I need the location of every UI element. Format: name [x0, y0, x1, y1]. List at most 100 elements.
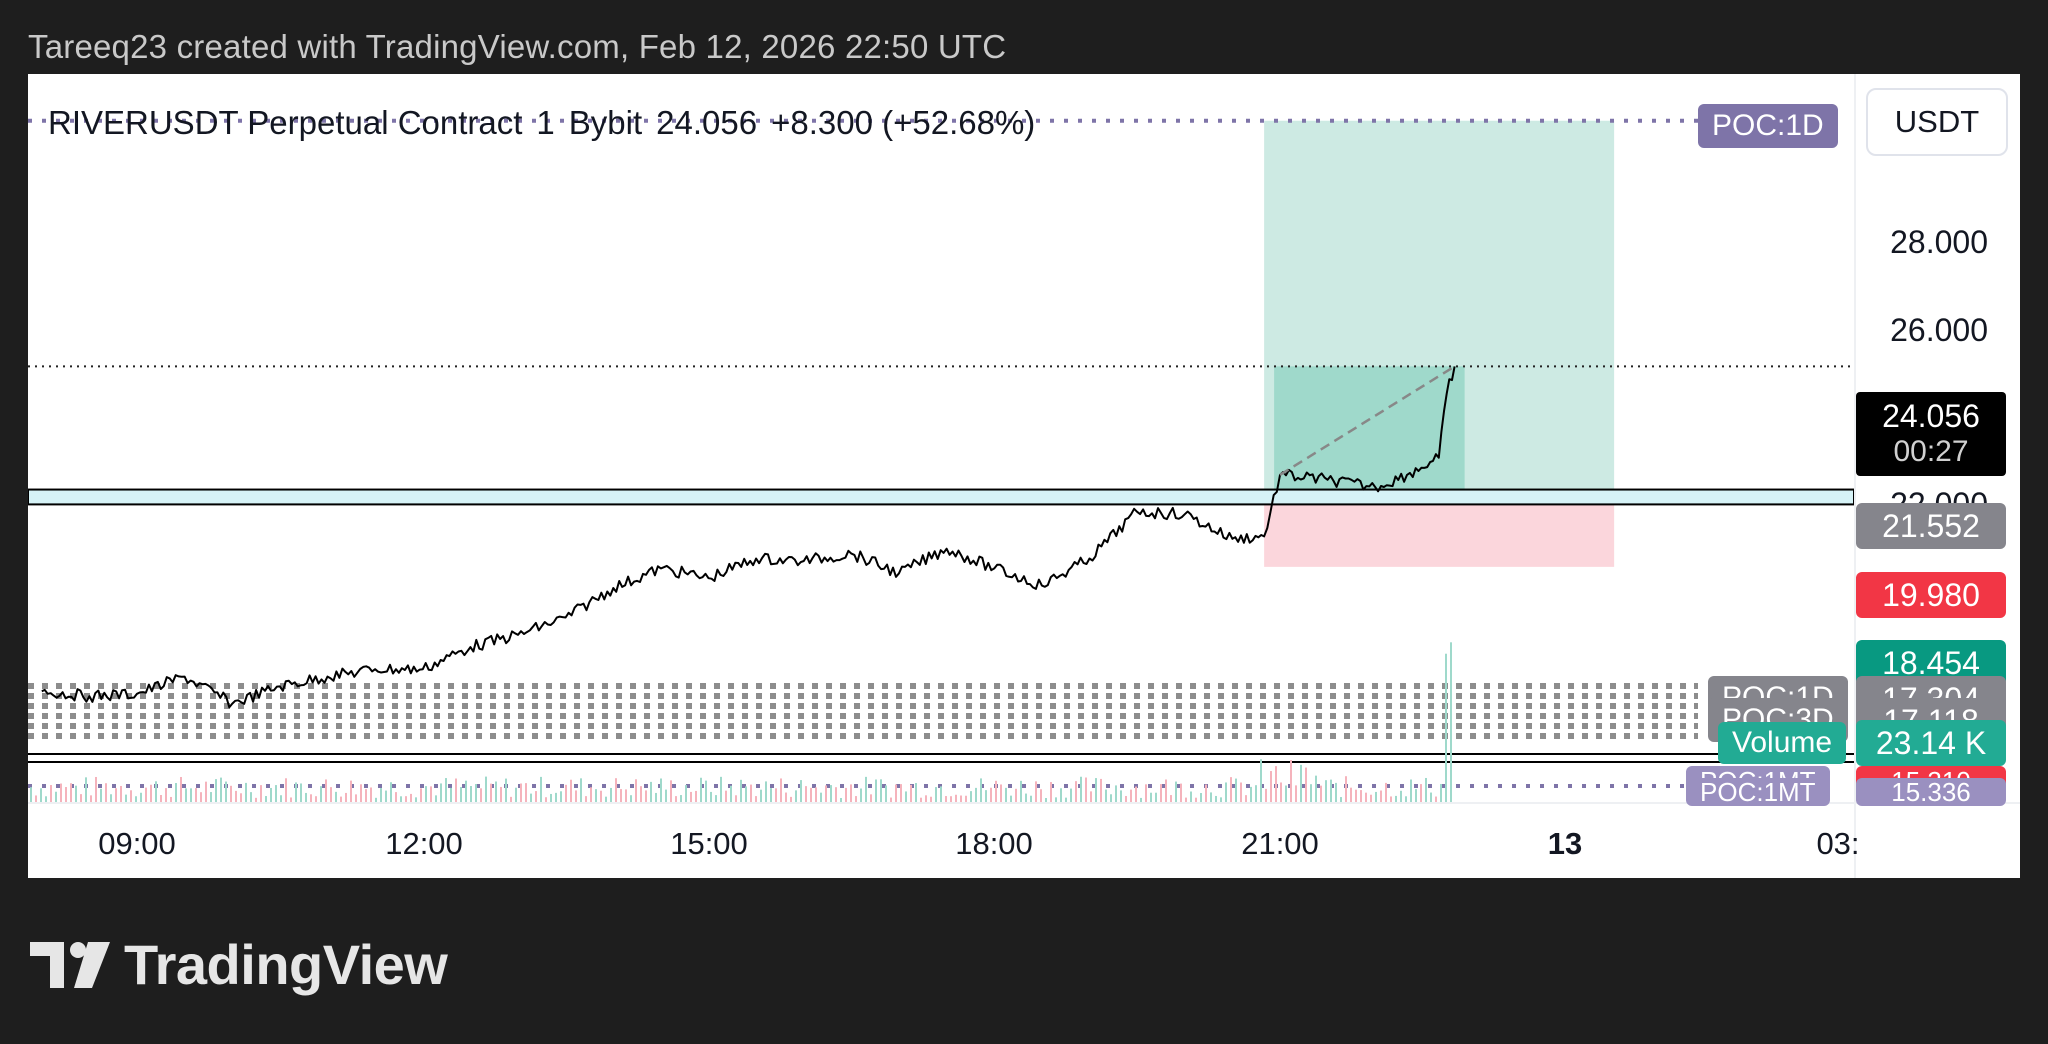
symbol-price: 24.056	[656, 104, 758, 141]
volume-bar	[840, 797, 842, 802]
volume-bar	[515, 787, 517, 802]
volume-bar	[990, 787, 992, 802]
volume-bar	[715, 795, 717, 802]
volume-bar	[235, 790, 237, 802]
volume-bar	[490, 783, 492, 802]
volume-bar	[530, 793, 532, 802]
volume-bar	[1220, 797, 1222, 802]
volume-bar	[535, 791, 537, 802]
symbol-exchange: Bybit	[568, 104, 643, 141]
volume-bar	[645, 790, 647, 802]
volume-bar	[405, 796, 407, 802]
volume-bar	[1345, 776, 1347, 802]
volume-bar	[1200, 793, 1202, 802]
volume-bar	[300, 783, 302, 802]
volume-bar	[610, 787, 612, 802]
volume-bar	[1265, 788, 1267, 802]
volume-bar	[1130, 789, 1132, 802]
volume-bar	[950, 796, 952, 802]
volume-bar	[910, 784, 912, 802]
volume-bar	[785, 792, 787, 802]
volume-bar	[890, 797, 892, 802]
volume-bar	[1420, 784, 1422, 802]
volume-bar	[1295, 785, 1297, 802]
poc-1mt-tag-b: POC:1MT	[1686, 777, 1830, 807]
chart-panel[interactable]: RIVERUSDT Perpetual Contract 1 Bybit 24.056…	[28, 74, 2020, 878]
volume-bar	[795, 790, 797, 802]
volume-bar	[45, 796, 47, 802]
volume-bar	[595, 789, 597, 802]
price-chart[interactable]	[28, 74, 2020, 878]
volume-bar	[110, 794, 112, 802]
volume-bar	[1360, 790, 1362, 802]
volume-bar	[415, 797, 417, 802]
volume-bar	[1405, 796, 1407, 802]
volume-bar	[675, 796, 677, 802]
volume-bar	[575, 790, 577, 802]
volume-bar	[670, 780, 672, 802]
volume-bar	[1095, 778, 1097, 802]
volume-bar	[1450, 642, 1452, 802]
volume-bar	[265, 796, 267, 802]
currency-button[interactable]: USDT	[1866, 88, 2008, 156]
volume-bar	[620, 789, 622, 802]
symbol-legend[interactable]: RIVERUSDT Perpetual Contract 1 Bybit 24.056…	[48, 104, 1049, 142]
volume-bar	[105, 783, 107, 802]
volume-bar	[115, 788, 117, 802]
volume-bar	[445, 778, 447, 802]
volume-bar	[1175, 781, 1177, 802]
volume-bar	[320, 786, 322, 802]
volume-bar	[1255, 785, 1257, 802]
volume-bar	[510, 796, 512, 802]
volume-bar	[865, 776, 867, 802]
volume-bar	[1375, 791, 1377, 802]
volume-bar	[825, 785, 827, 802]
volume-bar	[1395, 795, 1397, 802]
volume-bar	[850, 784, 852, 802]
volume-bar	[475, 784, 477, 802]
volume-bar	[1355, 789, 1357, 802]
volume-bar	[520, 783, 522, 802]
volume-bar	[340, 796, 342, 802]
volume-bar	[1445, 653, 1447, 802]
volume-bar	[770, 788, 772, 802]
volume-bar	[275, 785, 277, 802]
volume-bar	[1110, 794, 1112, 802]
volume-bar	[920, 797, 922, 802]
volume-bar	[460, 787, 462, 802]
volume-bar	[1365, 792, 1367, 802]
volume-bar	[1305, 767, 1307, 802]
volume-bar	[630, 795, 632, 802]
volume-bar	[580, 778, 582, 802]
volume-bar	[925, 795, 927, 802]
volume-bar	[135, 796, 137, 802]
volume-bar	[1105, 789, 1107, 802]
volume-bar	[470, 786, 472, 802]
entry-price-tag: 21.552	[1856, 503, 2006, 549]
volume-bar	[1275, 766, 1277, 802]
volume-bar	[435, 795, 437, 802]
volume-bar	[350, 780, 352, 802]
profit-zone-active	[1274, 366, 1465, 490]
volume-bar	[375, 797, 377, 802]
volume-bar	[205, 781, 207, 802]
volume-bar	[1250, 786, 1252, 802]
time-tick-1800: 18:00	[955, 826, 1033, 861]
volume-bar	[695, 790, 697, 802]
time-tick-1200: 12:00	[385, 826, 463, 861]
volume-bar	[30, 787, 32, 802]
volume-bar	[330, 787, 332, 802]
volume-bar	[485, 776, 487, 802]
volume-bar	[270, 787, 272, 802]
volume-bar	[760, 789, 762, 802]
volume-bar	[1300, 764, 1302, 802]
volume-bar	[955, 794, 957, 802]
volume-bar	[1145, 784, 1147, 802]
volume-bar	[120, 785, 122, 802]
volume-bar	[170, 796, 172, 802]
volume-bar	[50, 785, 52, 802]
time-tick-0300: 03:	[1816, 826, 1860, 861]
position-trend-line	[1279, 365, 1456, 476]
poc-1mt-price-tag-b: 15.336	[1856, 777, 2006, 807]
volume-bar	[970, 791, 972, 802]
